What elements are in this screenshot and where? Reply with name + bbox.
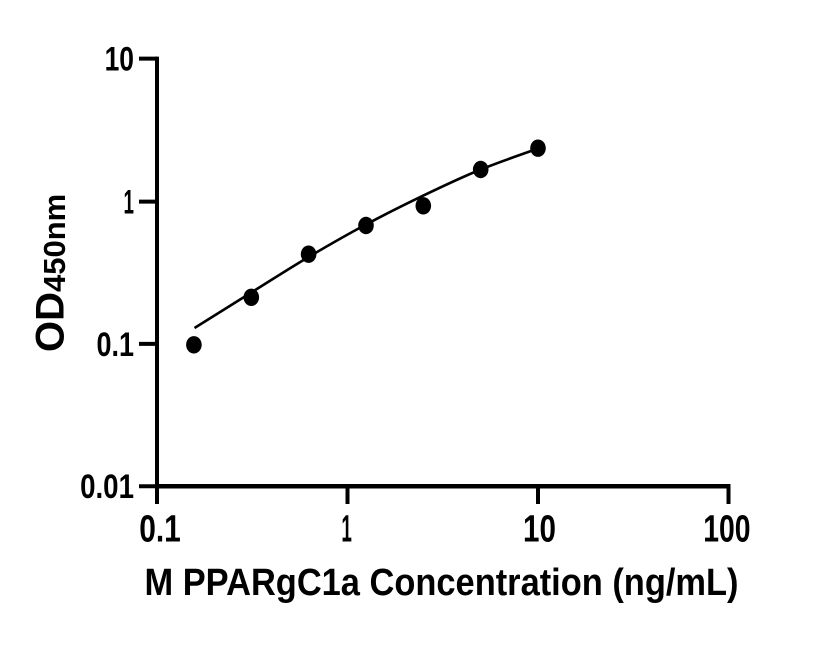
svg-text:10: 10	[523, 508, 556, 550]
svg-text:10: 10	[105, 41, 134, 79]
svg-text:0.1: 0.1	[97, 326, 135, 364]
svg-text:0.1: 0.1	[139, 508, 181, 550]
svg-text:0.01: 0.01	[80, 468, 134, 506]
svg-text:M PPARgC1a Concentration (ng/m: M PPARgC1a Concentration (ng/mL)	[145, 562, 739, 604]
svg-text:1: 1	[341, 508, 352, 550]
svg-text:1: 1	[124, 184, 135, 222]
svg-text:100: 100	[703, 508, 750, 550]
svg-text:OD450nm: OD450nm	[29, 194, 73, 352]
